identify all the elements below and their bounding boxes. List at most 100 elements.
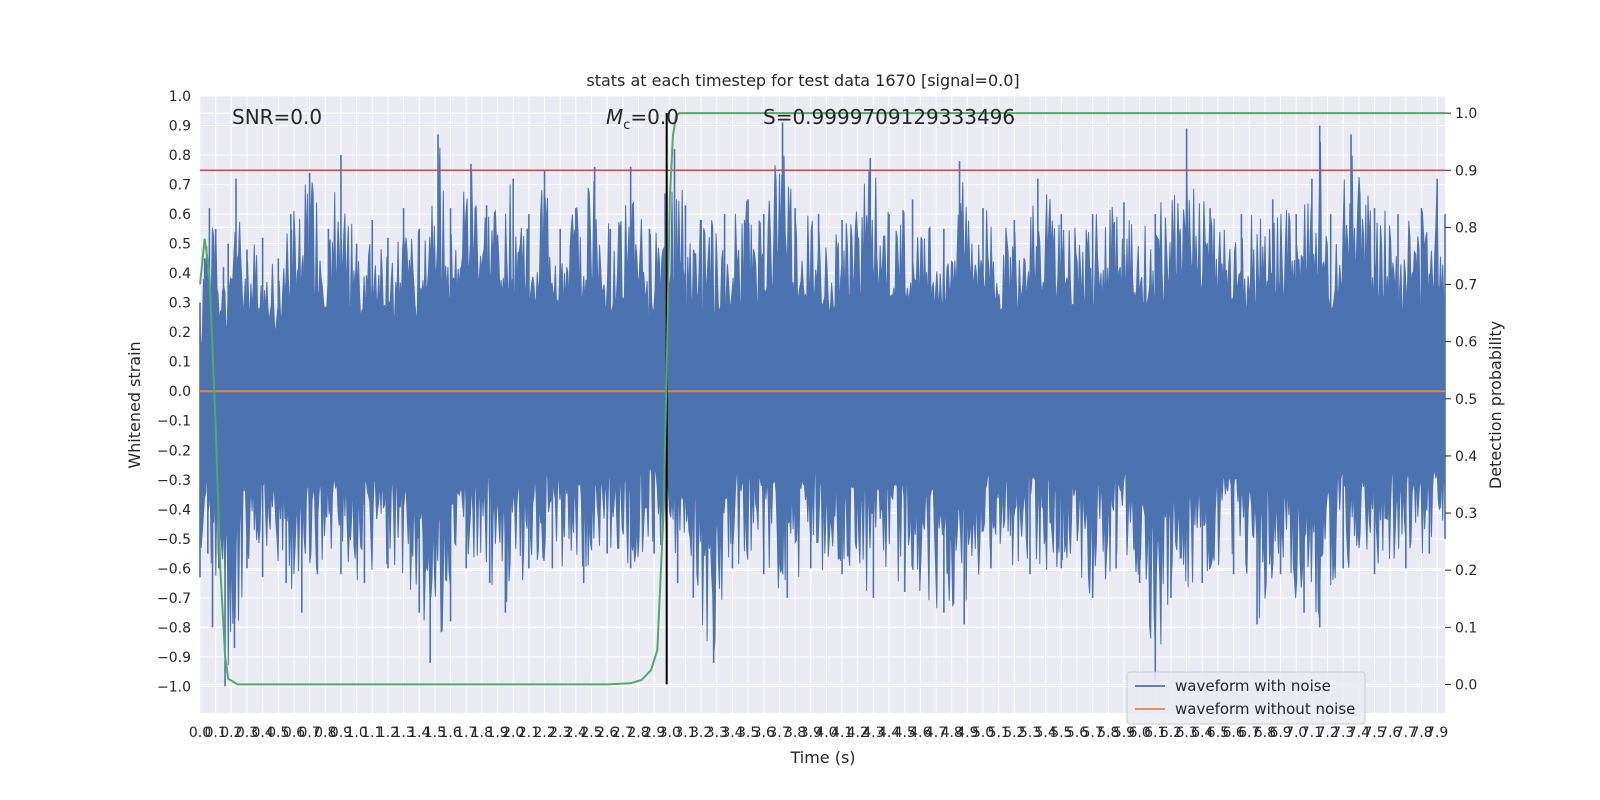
y-tick-label: −0.8 [157,620,191,636]
y-tick-label: 0.3 [169,296,191,312]
x-tick-label: 5.9 [1113,725,1135,741]
y-tick-label: 0.1 [169,355,191,371]
y-tick-label: −0.6 [157,561,191,577]
x-tick-label: 0.0 [189,725,211,741]
x-tick-label: 0.7 [298,725,320,741]
x-tick-label: 2.8 [627,725,649,741]
x-tick-label: 3.0 [659,725,681,741]
series-detection-probability [199,112,1445,686]
x-tick-label: 3.2 [690,725,712,741]
x-tick-label: 4.9 [956,725,978,741]
x-tick-label: 0.1 [205,725,227,741]
x-tick-label: 5.0 [972,725,994,741]
x-tick-label: 7.6 [1379,725,1401,741]
y-tick-label: 0.7 [169,178,191,194]
y-axis-label: Whitened strain [125,341,144,468]
y2-tick-label: 0.3 [1455,506,1477,522]
mc-subscript: c [623,118,630,133]
chirp-mass-annotation: Mc=0.0 [606,105,679,133]
y-tick-label: −0.3 [157,473,191,489]
noisy-spikes [199,122,1446,687]
y-tick-label: −0.1 [157,414,191,430]
y2-axis-label: Detection probability [1486,321,1505,489]
x-tick-label: 3.6 [753,725,775,741]
legend-label-clean: waveform without noise [1175,700,1355,718]
x-tick-label: 0.2 [220,725,242,741]
x-tick-label: 5.6 [1066,725,1088,741]
x-tick-label: 6.8 [1254,725,1276,741]
y-tick-label: 0.5 [169,237,191,253]
x-tick-label: 4.8 [941,725,963,741]
x-tick-label: 5.3 [1019,725,1041,741]
x-tick-label: 2.3 [549,725,571,741]
x-tick-label: 6.9 [1269,725,1291,741]
y2-tick-label: 0.4 [1455,449,1477,465]
y-tick-label: −0.2 [157,443,191,459]
x-tick-label: 1.2 [377,725,399,741]
x-tick-label: 6.0 [1128,725,1150,741]
x-tick-label: 5.5 [1050,725,1072,741]
x-tick-label: 6.2 [1160,725,1182,741]
x-tick-label: 4.7 [925,725,947,741]
y-tick-label: −0.7 [157,591,191,607]
x-tick-label: 1.0 [345,725,367,741]
x-tick-label: 7.8 [1410,725,1432,741]
x-tick-label: 3.7 [768,725,790,741]
x-tick-label: 5.4 [1035,725,1057,741]
y2-tick-label: 0.5 [1455,392,1477,408]
y-tick-label: 0.9 [169,119,191,135]
x-tick-label: 7.2 [1316,725,1338,741]
x-tick-label: 2.7 [612,725,634,741]
y2-tick-label: 0.1 [1455,620,1477,636]
x-tick-label: 1.7 [455,725,477,741]
x-tick-label: 2.0 [502,725,524,741]
chart-title: stats at each timestep for test data 167… [586,71,1019,90]
x-tick-label: 2.1 [518,725,540,741]
x-tick-label: 6.1 [1144,725,1166,741]
x-tick-label: 0.4 [252,725,274,741]
x-axis-label: Time (s) [789,748,855,767]
x-tick-label: 7.3 [1332,725,1354,741]
x-tick-label: 1.5 [424,725,446,741]
y-tick-label: 0.2 [169,325,191,341]
x-tick-label: 0.3 [236,725,258,741]
x-tick-label: 1.4 [408,725,430,741]
x-tick-label: 5.7 [1082,725,1104,741]
x-tick-label: 4.4 [878,725,900,741]
x-tick-label: 2.9 [643,725,665,741]
x-tick-label: 7.9 [1426,725,1448,741]
x-tick-label: 3.5 [737,725,759,741]
x-tick-label: 5.1 [988,725,1010,741]
x-tick-label: 1.1 [361,725,383,741]
y-axis-ticks: 1.0 0.9 0.8 0.7 0.6 0.5 0.4 0.3 0.2 0.1 0.0 −0.1 −0.… [157,89,191,695]
x-tick-label: 5.2 [1003,725,1025,741]
x-tick-label: 4.2 [847,725,869,741]
y-tick-label: −0.4 [157,502,191,518]
x-tick-label: 2.4 [565,725,587,741]
x-tick-label: 1.6 [439,725,461,741]
x-tick-label: 0.9 [330,725,352,741]
x-tick-label: 7.1 [1301,725,1323,741]
x-tick-label: 1.8 [471,725,493,741]
x-tick-label: 3.1 [674,725,696,741]
x-tick-label: 7.4 [1348,725,1370,741]
x-tick-label: 3.9 [800,725,822,741]
x-tick-label: 2.5 [580,725,602,741]
mc-value: =0.0 [630,105,679,129]
s-annotation: S=0.9999709129333496 [763,105,1015,129]
y-tick-label: 0.6 [169,207,191,223]
x-tick-label: 7.7 [1395,725,1417,741]
y-tick-label: 0.8 [169,148,191,164]
x-tick-label: 0.6 [283,725,305,741]
x-tick-label: 0.8 [314,725,336,741]
x-tick-label: 5.8 [1097,725,1119,741]
mc-symbol: M [606,105,623,129]
x-tick-label: 6.5 [1207,725,1229,741]
y-tick-label: 0.4 [169,266,191,282]
snr-annotation: SNR=0.0 [232,105,322,129]
y2-axis-ticks: 1.0 0.9 0.8 0.7 0.6 0.5 0.4 0.3 0.2 0.1 0.0 [1445,106,1477,693]
x-tick-label: 3.4 [721,725,743,741]
y2-tick-label: 0.9 [1455,163,1477,179]
legend-box [1126,671,1366,725]
x-tick-label: 1.9 [486,725,508,741]
